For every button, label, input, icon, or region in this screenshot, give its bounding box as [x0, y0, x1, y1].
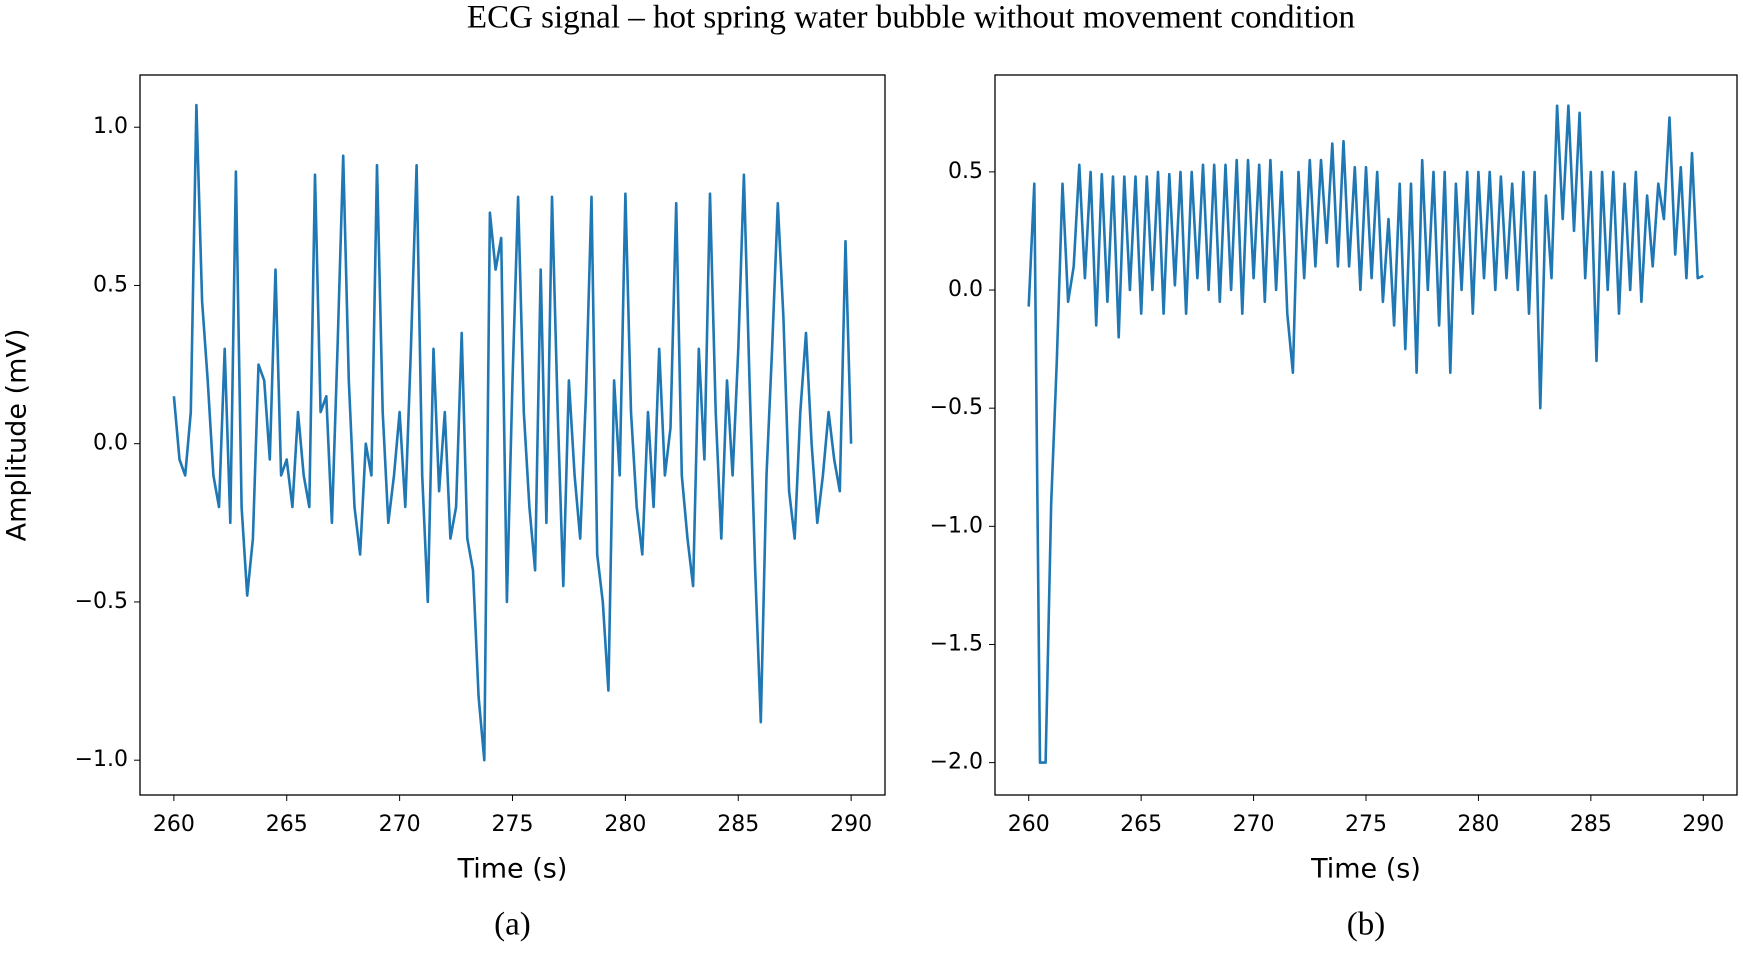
y-tick-label: −1.0: [930, 513, 983, 538]
y-tick-label: 0.0: [93, 431, 128, 456]
y-tick-label: −2.0: [930, 750, 983, 775]
subplot-caption: (a): [494, 907, 531, 943]
signal-line: [172, 103, 853, 762]
y-tick-label: 0.5: [948, 159, 983, 184]
y-tick-label: −1.5: [930, 631, 983, 656]
y-tick-label: 0.5: [93, 272, 128, 297]
y-tick-label: 1.0: [93, 114, 128, 139]
axes-frame: [139, 74, 886, 796]
x-axis-label: Time (s): [457, 854, 568, 885]
x-tick-label: 275: [492, 812, 534, 837]
x-tick-label: 260: [1008, 812, 1050, 837]
x-tick-label: 275: [1345, 812, 1387, 837]
x-tick-label: 285: [1570, 812, 1612, 837]
y-tick-label: −0.5: [930, 395, 983, 420]
axes-frame: [994, 74, 1738, 796]
x-tick-label: 280: [604, 812, 646, 837]
y-tick-label: −1.0: [75, 747, 128, 772]
y-tick-label: −0.5: [75, 589, 128, 614]
x-tick-label: 280: [1457, 812, 1499, 837]
subplot-caption: (b): [1347, 907, 1385, 943]
x-tick-label: 290: [1682, 812, 1724, 837]
x-tick-label: 260: [153, 812, 195, 837]
figure-title: ECG signal – hot spring water bubble wit…: [467, 0, 1355, 36]
x-tick-label: 270: [1233, 812, 1275, 837]
x-tick-label: 265: [1120, 812, 1162, 837]
x-tick-label: 270: [379, 812, 421, 837]
signal-line: [1027, 104, 1704, 764]
x-axis-label: Time (s): [1310, 854, 1421, 885]
x-tick-label: 285: [717, 812, 759, 837]
y-tick-label: 0.0: [948, 277, 983, 302]
y-axis-label: Amplitude (mV): [2, 329, 33, 542]
x-tick-label: 265: [266, 812, 308, 837]
x-tick-label: 290: [830, 812, 872, 837]
